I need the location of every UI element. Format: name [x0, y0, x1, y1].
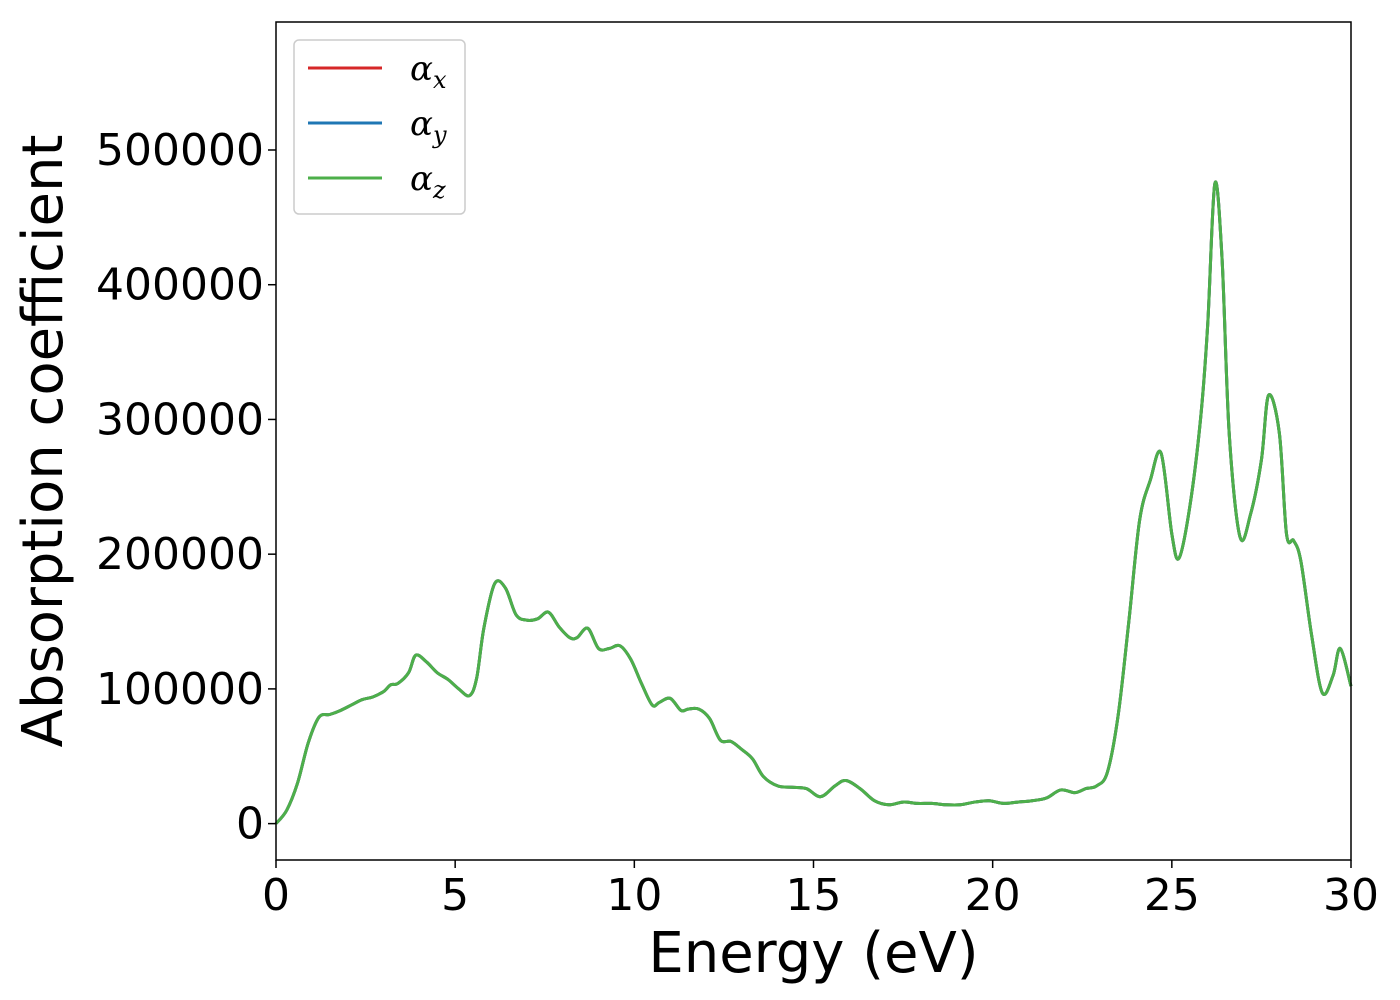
x-tick-label: 25: [1144, 870, 1200, 921]
y-tick-label: 0: [236, 799, 264, 850]
legend-label-z: αz: [410, 159, 446, 204]
y-tick-label: 300000: [96, 394, 264, 445]
x-tick-label: 20: [965, 870, 1021, 921]
legend-label-x: αx: [410, 49, 447, 94]
x-tick-label: 30: [1323, 870, 1379, 921]
y-axis: 0 100000 200000 300000 400000 500000: [96, 125, 276, 850]
x-tick-label: 0: [262, 870, 290, 921]
series-line-alpha-z: [274, 180, 1353, 825]
series-layer: [274, 180, 1353, 825]
y-axis-title: Absorption coefficient: [11, 135, 76, 748]
y-tick-label: 100000: [96, 664, 264, 715]
plot-area: 0 5 10 15 20 25 30 0 100000 200000 300000 400000 50…: [96, 21, 1379, 921]
x-tick-label: 10: [606, 870, 662, 921]
y-tick-label: 200000: [96, 529, 264, 580]
x-tick-label: 5: [441, 870, 469, 921]
legend: αx αy αz: [293, 39, 466, 215]
legend-label-y: αy: [410, 104, 447, 149]
x-axis-title: Energy (eV): [648, 921, 978, 986]
y-tick-label: 500000: [96, 125, 264, 176]
y-tick-label: 400000: [96, 260, 264, 311]
legend-box: [293, 39, 466, 215]
x-tick-label: 15: [786, 870, 842, 921]
x-axis: 0 5 10 15 20 25 30: [262, 860, 1379, 921]
